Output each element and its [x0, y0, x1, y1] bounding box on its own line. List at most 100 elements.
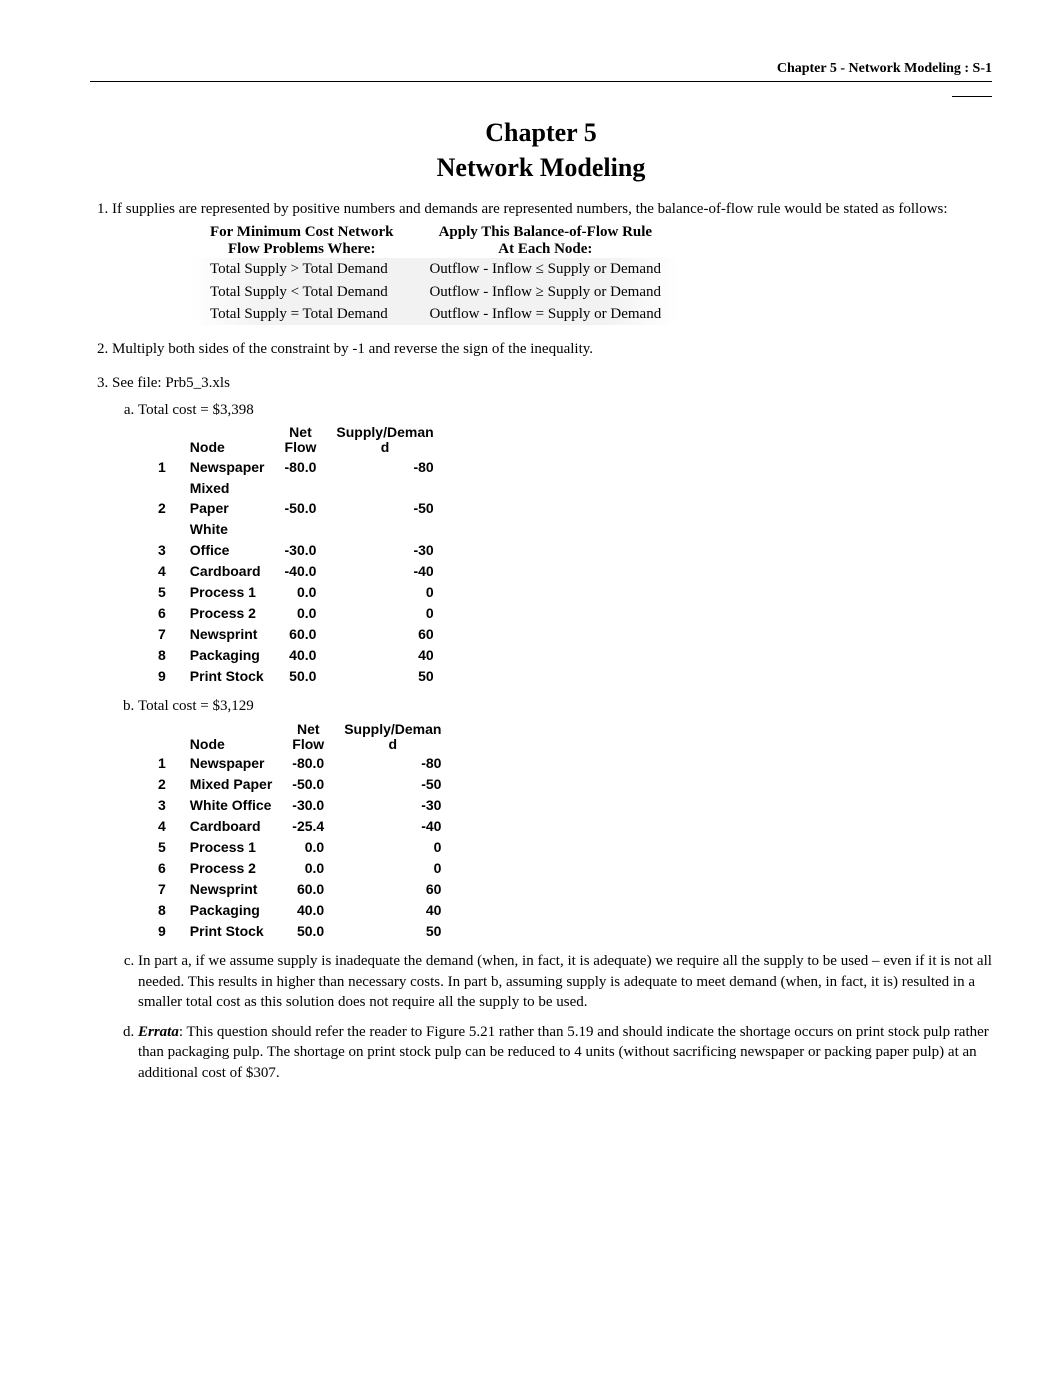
q3b-head-node-lbl: Node	[190, 737, 272, 752]
q3b-cell: -50	[334, 774, 451, 795]
q3a-cell: Cardboard	[180, 561, 275, 582]
q3a-cell: 5	[148, 582, 180, 603]
q3b-head-node: Node	[180, 721, 282, 754]
q3b-cell: Print Stock	[180, 921, 282, 942]
q3b-cell: 7	[148, 879, 180, 900]
q3b-cell: White Office	[180, 795, 282, 816]
q3a-cell: Mixed	[180, 478, 275, 499]
q3b-cell: 0	[334, 837, 451, 858]
q3c: In part a, if we assume supply is inadeq…	[138, 951, 992, 1012]
q3c-text: In part a, if we assume supply is inadeq…	[138, 953, 992, 1010]
q3a-cell: -30.0	[275, 540, 327, 561]
flow-r1a: Total Supply > Total Demand	[192, 258, 411, 280]
flow-head-left-2: Flow Problems Where:	[210, 241, 393, 258]
q3a-cell: 7	[148, 624, 180, 645]
q3a-cell: 40	[326, 645, 443, 666]
q3a-row: White	[148, 519, 444, 540]
q3b-cell: -80.0	[282, 753, 334, 774]
q3b-row: 2Mixed Paper-50.0-50	[148, 774, 451, 795]
q3a-cell: -80	[326, 457, 443, 478]
q3a-cell: Office	[180, 540, 275, 561]
q2-text: Multiply both sides of the constraint by…	[112, 341, 593, 357]
q3a-row: 9Print Stock50.050	[148, 666, 444, 687]
q3d-text: : This question should refer the reader …	[138, 1024, 989, 1081]
q3a-cell: -80.0	[275, 457, 327, 478]
q3b-cell: 40	[334, 900, 451, 921]
flow-head-right: Apply This Balance-of-Flow Rule At Each …	[411, 223, 679, 258]
q3a-row: 3Office-30.0-30	[148, 540, 444, 561]
q3a-cell: 2	[148, 498, 180, 519]
q3a-cell: -30	[326, 540, 443, 561]
q3-text: See file: Prb5_3.xls	[112, 375, 230, 391]
q3b-cell: -40	[334, 816, 451, 837]
flow-head-left: For Minimum Cost Network Flow Problems W…	[192, 223, 411, 258]
q3a-row: 7Newsprint60.060	[148, 624, 444, 645]
q3a-cell: Paper	[180, 498, 275, 519]
q3a-cell: 0.0	[275, 582, 327, 603]
q3b-head-idx	[148, 721, 180, 754]
q3a-cell: 60.0	[275, 624, 327, 645]
q3a-label: Total cost = $3,398	[138, 402, 254, 418]
q3b-cell: Mixed Paper	[180, 774, 282, 795]
q3a-cell: 0	[326, 582, 443, 603]
q3b-cell: Process 2	[180, 858, 282, 879]
q3a: Total cost = $3,398 Node	[138, 400, 992, 687]
q3a-cell: 40.0	[275, 645, 327, 666]
header-rule-tail	[952, 96, 992, 97]
q3a-row: Mixed	[148, 478, 444, 499]
q3b-cell: 0	[334, 858, 451, 879]
page-header: Chapter 5 - Network Modeling : S-1	[90, 60, 992, 79]
q3a-cell: Process 2	[180, 603, 275, 624]
q3a-cell: 3	[148, 540, 180, 561]
q3a-cell: 9	[148, 666, 180, 687]
q3b-cell: 50	[334, 921, 451, 942]
q3b-head-net1: Net	[292, 722, 324, 737]
q3b-cell: Cardboard	[180, 816, 282, 837]
q3b-cell: -25.4	[282, 816, 334, 837]
q3b-head-net2: Flow	[292, 737, 324, 752]
q3a-row: 8Packaging40.040	[148, 645, 444, 666]
q3b-cell: 8	[148, 900, 180, 921]
q3a-cell	[275, 519, 327, 540]
q3b-row: 1Newspaper-80.0-80	[148, 753, 451, 774]
q3b-cell: 0.0	[282, 837, 334, 858]
q3b-cell: Process 1	[180, 837, 282, 858]
q3a-row: 4Cardboard-40.0-40	[148, 561, 444, 582]
q3a-cell	[326, 478, 443, 499]
q3b-row: 7Newsprint60.060	[148, 879, 451, 900]
q3a-head-sd: Supply/Deman d	[326, 424, 443, 457]
q3a-cell: Packaging	[180, 645, 275, 666]
flow-r1b: Outflow - Inflow ≤ Supply or Demand	[411, 258, 679, 280]
q3b-label: Total cost = $3,129	[138, 698, 254, 714]
balance-of-flow-table: For Minimum Cost Network Flow Problems W…	[192, 223, 679, 325]
flow-head-right-2: At Each Node:	[429, 241, 661, 258]
q3a-head-idx	[148, 424, 180, 457]
q3a-head-sd1: Supply/Deman	[336, 425, 433, 440]
q3b-cell: Newsprint	[180, 879, 282, 900]
q3a-cell: 0.0	[275, 603, 327, 624]
flow-r2b: Outflow - Inflow ≥ Supply or Demand	[411, 281, 679, 303]
q3a-cell: 0	[326, 603, 443, 624]
q3a-row: 2Paper-50.0-50	[148, 498, 444, 519]
q3b-cell: -80	[334, 753, 451, 774]
q3b-cell: 2	[148, 774, 180, 795]
q3a-cell: -40	[326, 561, 443, 582]
q3a-table: Node Net Flow Supp	[148, 424, 444, 687]
q3a-cell	[148, 519, 180, 540]
header-rule	[90, 81, 992, 82]
chapter-title-line2: Network Modeling	[90, 150, 992, 185]
q3b-cell: Packaging	[180, 900, 282, 921]
q3a-cell: 6	[148, 603, 180, 624]
q3b-head-sd: Supply/Deman d	[334, 721, 451, 754]
q3a-cell: White	[180, 519, 275, 540]
q3b-cell: -50.0	[282, 774, 334, 795]
q3b-row: 6Process 20.00	[148, 858, 451, 879]
q3b-row: 4Cardboard-25.4-40	[148, 816, 451, 837]
q3b-head-net: Net Flow	[282, 721, 334, 754]
q3b-row: 9Print Stock50.050	[148, 921, 451, 942]
chapter-title-line1: Chapter 5	[90, 115, 992, 150]
flow-r3a: Total Supply = Total Demand	[192, 303, 411, 325]
q3a-cell: 50	[326, 666, 443, 687]
q3a-cell: 1	[148, 457, 180, 478]
q1-text: If supplies are represented by positive …	[112, 201, 948, 217]
